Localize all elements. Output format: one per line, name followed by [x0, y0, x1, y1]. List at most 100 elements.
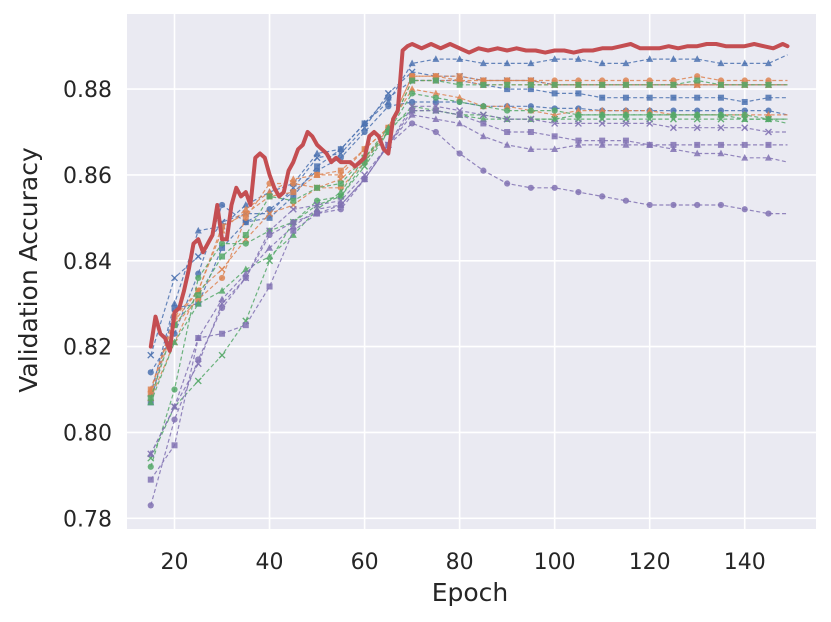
data-point [385, 129, 392, 136]
data-point [574, 141, 582, 148]
data-point [551, 119, 559, 127]
data-point [693, 149, 701, 157]
data-point [717, 141, 724, 148]
data-point [194, 360, 202, 368]
data-point [670, 94, 677, 101]
data-point [290, 227, 297, 234]
data-point [622, 197, 630, 204]
data-point [456, 150, 463, 157]
data-point [147, 450, 155, 457]
data-point [741, 107, 748, 114]
data-point [313, 197, 321, 204]
plot-background [127, 14, 816, 529]
data-point [646, 119, 654, 127]
data-point [765, 81, 772, 88]
series-line [150, 79, 788, 399]
data-point [337, 146, 344, 153]
x-tick-label: 80 [446, 550, 474, 575]
series-line [150, 88, 788, 390]
data-point [717, 59, 725, 67]
data-point [218, 287, 226, 294]
x-tick-label: 100 [534, 550, 576, 575]
y-tick-label: 0.80 [63, 421, 112, 446]
data-point [409, 77, 416, 84]
data-point [314, 171, 321, 178]
data-point [527, 86, 534, 93]
data-point [171, 416, 178, 423]
data-point [456, 55, 464, 62]
data-point [765, 107, 772, 114]
series-line [150, 79, 788, 399]
data-point [598, 119, 606, 127]
data-point [409, 107, 416, 114]
data-point [409, 120, 416, 127]
data-point [266, 214, 273, 221]
data-point [694, 77, 701, 84]
data-point [313, 205, 321, 213]
data-point [361, 162, 369, 170]
data-point [598, 111, 606, 118]
data-point [479, 59, 487, 67]
data-point [432, 107, 439, 114]
data-point [385, 94, 392, 101]
data-point [171, 442, 178, 449]
data-point [646, 201, 653, 209]
data-point [194, 226, 202, 234]
data-point [195, 274, 202, 282]
data-point [551, 55, 559, 62]
data-point [337, 171, 345, 178]
data-point [503, 102, 511, 110]
data-point [266, 231, 273, 239]
data-point [337, 180, 344, 187]
data-point [669, 124, 677, 132]
data-point [504, 107, 511, 114]
data-point [765, 141, 772, 148]
data-point [598, 59, 606, 67]
data-point [290, 197, 297, 204]
data-point [432, 55, 440, 62]
data-point [432, 98, 439, 106]
data-point [147, 476, 154, 483]
data-point [504, 86, 511, 93]
data-point [242, 210, 249, 217]
data-point [432, 77, 439, 84]
data-point [480, 120, 487, 127]
data-point [622, 59, 630, 67]
data-point [527, 77, 534, 84]
series-line [150, 75, 788, 390]
data-point [456, 81, 463, 88]
data-point [337, 167, 344, 174]
data-point [266, 244, 274, 251]
y-tick-labels: 0.78 0.80 0.82 0.84 0.86 0.88 [63, 78, 112, 532]
data-point [551, 184, 558, 191]
data-point [764, 115, 772, 122]
data-point [670, 107, 677, 114]
data-point [574, 106, 582, 114]
data-point [551, 115, 559, 122]
data-point [408, 59, 416, 67]
data-point [290, 219, 297, 226]
data-point [289, 175, 297, 183]
series-line [150, 54, 788, 394]
data-point [218, 351, 226, 359]
data-point [741, 124, 749, 132]
y-tick-label: 0.78 [63, 507, 112, 532]
data-point [432, 73, 439, 80]
data-point [218, 201, 226, 209]
data-point [717, 107, 725, 114]
data-point [622, 119, 630, 127]
data-point [242, 240, 249, 247]
data-point [147, 398, 155, 406]
data-point [575, 137, 582, 144]
data-point [195, 287, 202, 294]
data-point [219, 244, 226, 251]
data-point [527, 107, 534, 114]
data-point [694, 81, 701, 88]
data-point [741, 115, 749, 122]
data-point [527, 129, 534, 136]
data-point [741, 111, 748, 118]
data-point [551, 111, 559, 118]
data-point [147, 351, 155, 359]
data-point [147, 502, 154, 509]
